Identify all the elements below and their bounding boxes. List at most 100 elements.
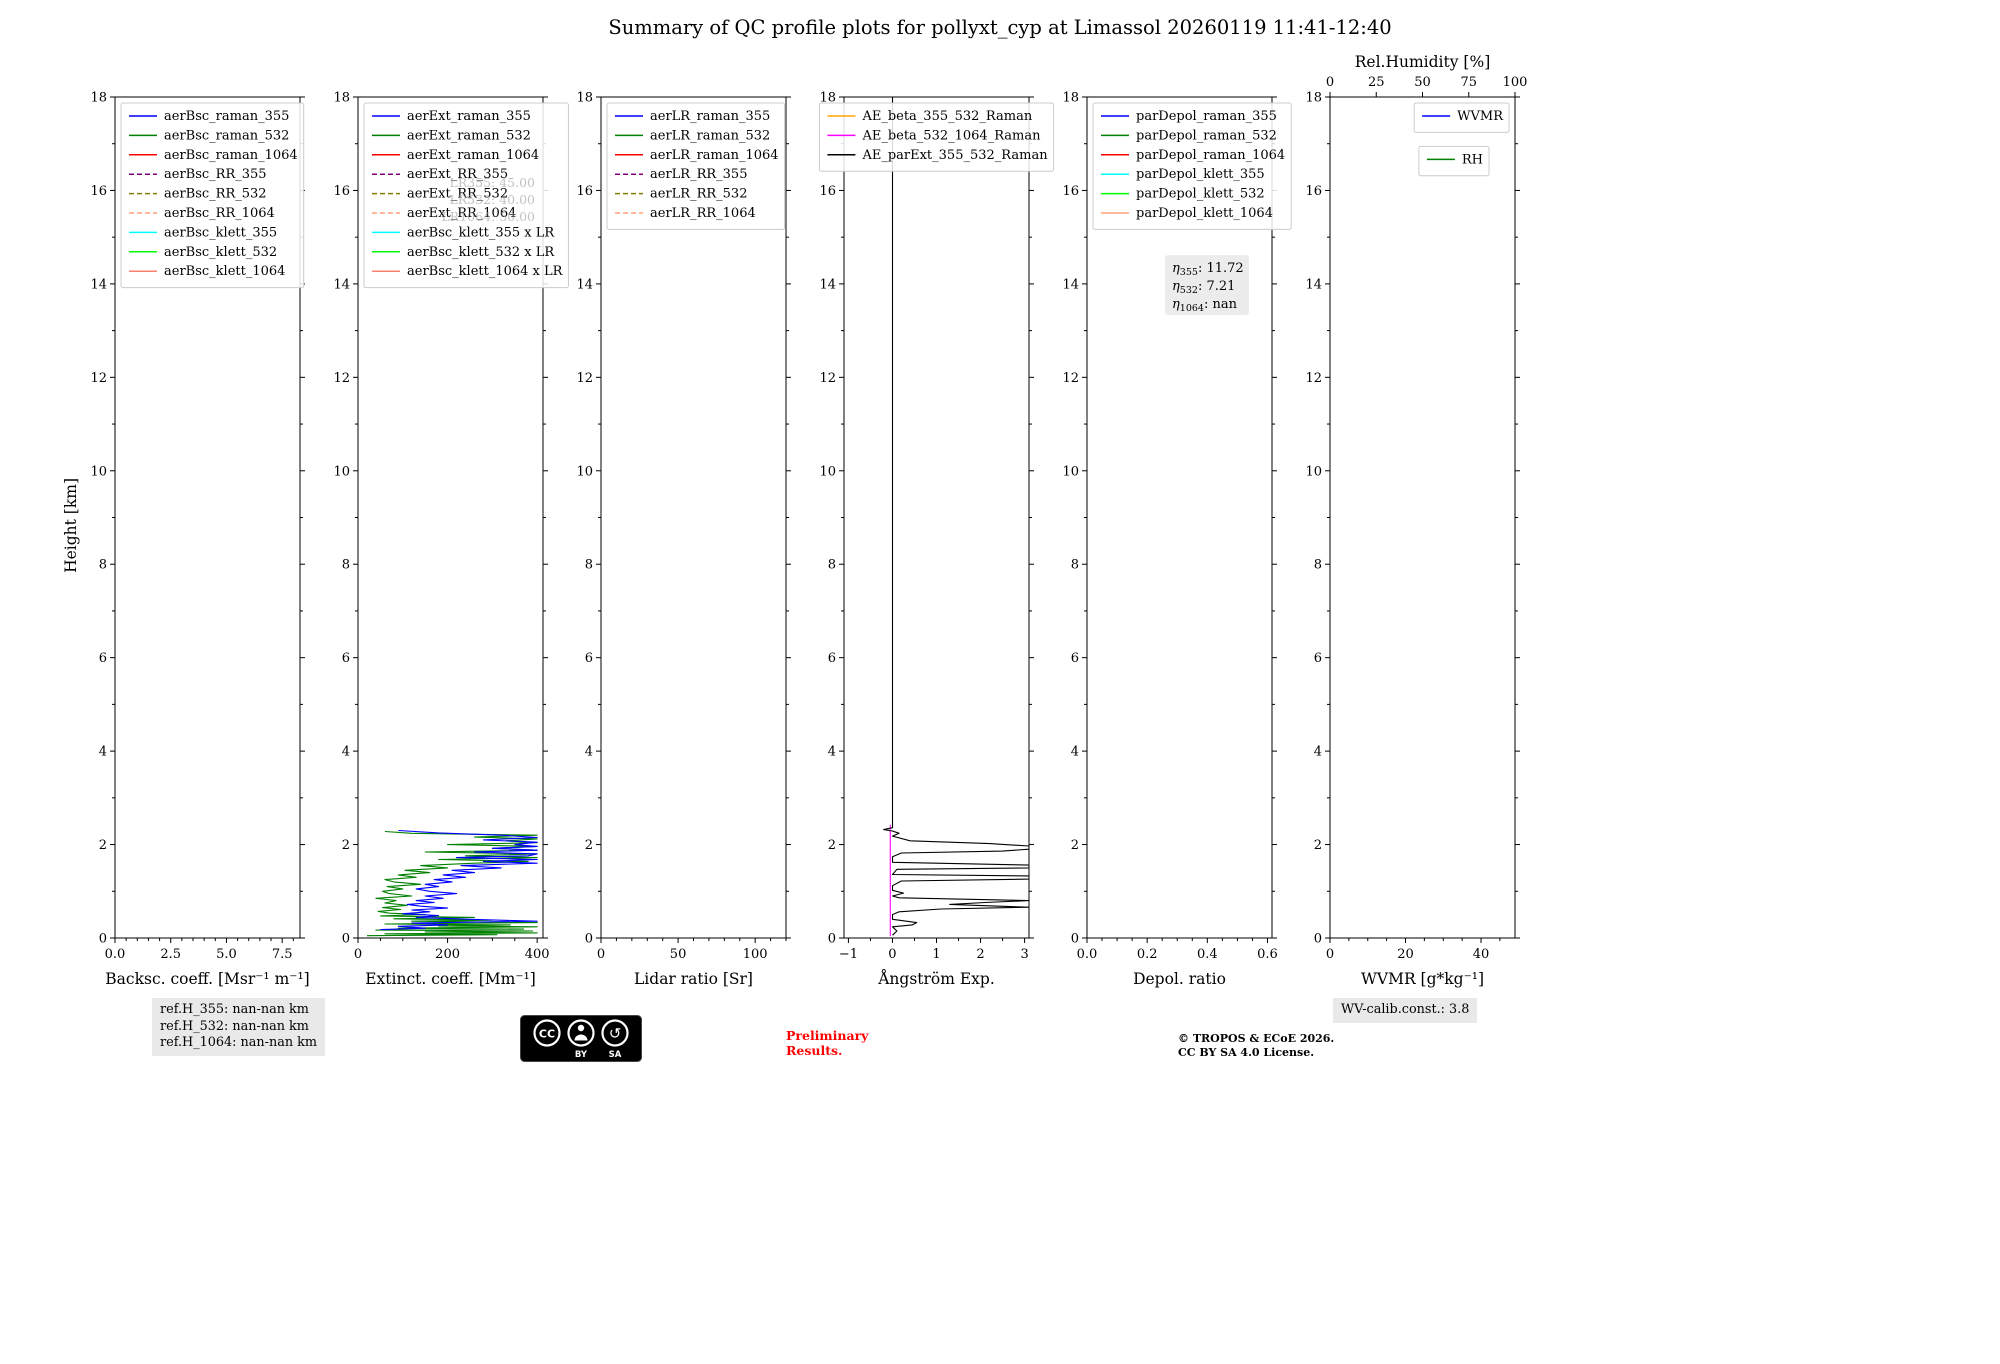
svg-text:2.5: 2.5 xyxy=(160,947,181,962)
svg-text:8: 8 xyxy=(828,558,836,573)
svg-text:8: 8 xyxy=(585,558,593,573)
x-axis-label: Extinct. coeff. [Mm⁻¹] xyxy=(365,970,536,988)
legend-label: aerLR_raman_1064 xyxy=(650,148,779,163)
legend-label: aerExt_raman_355 xyxy=(407,109,531,124)
svg-text:2: 2 xyxy=(99,838,107,853)
panel-wvmr: 0 2 4 6 8 10 12 14 16 18 0 20 40 0 25 50 75 100 WVMR [g*kg… xyxy=(1305,53,1527,988)
legend-label: aerBsc_RR_355 xyxy=(164,167,267,182)
svg-text:10: 10 xyxy=(333,464,350,479)
svg-text:4: 4 xyxy=(828,745,836,760)
svg-text:18: 18 xyxy=(819,91,836,106)
legend: RH xyxy=(1418,145,1490,177)
svg-text:14: 14 xyxy=(1305,277,1322,292)
svg-text:16: 16 xyxy=(819,184,836,199)
top-axis-label: Rel.Humidity [%] xyxy=(1355,53,1491,71)
panel-depol-ratio: 0 2 4 6 8 10 12 14 16 18 0.0 0.2 0.4 0.6 Depol. ratio p… xyxy=(1062,91,1292,988)
axis-ticks: 0 2 4 6 8 10 12 14 16 18 0.0 2.5 5.0 7.5 xyxy=(90,91,305,962)
ref-h-532: ref.H_532: nan-nan km xyxy=(160,1018,309,1034)
legend-label: aerExt_RR_1064 xyxy=(407,206,516,221)
svg-text:3: 3 xyxy=(1020,947,1028,962)
x-axis-label: Backsc. coeff. [Msr⁻¹ m⁻¹] xyxy=(105,970,309,988)
axis-ticks: 0 2 4 6 8 10 12 14 16 18 0 50 100 xyxy=(576,91,791,962)
copyright-note: © TROPOS & ECoE 2026. CC BY SA 4.0 Licen… xyxy=(1178,1032,1334,1059)
legend-label: aerLR_RR_1064 xyxy=(650,206,756,221)
svg-text:12: 12 xyxy=(819,371,836,386)
legend-label: parDepol_raman_355 xyxy=(1136,109,1277,124)
legend-label: aerLR_raman_355 xyxy=(650,109,770,124)
svg-text:18: 18 xyxy=(333,91,350,106)
svg-text:0: 0 xyxy=(828,932,836,947)
ref-h-1064: ref.H_1064: nan-nan km xyxy=(160,1035,318,1050)
copyright-line-1: © TROPOS & ECoE 2026. xyxy=(1178,1032,1335,1045)
svg-text:14: 14 xyxy=(90,277,107,292)
svg-text:0: 0 xyxy=(342,932,350,947)
reference-height-annotation: ref.H_355: nan-nan km ref.H_532: nan-nan… xyxy=(152,998,326,1056)
legend-label: aerLR_RR_355 xyxy=(650,167,747,182)
svg-text:0: 0 xyxy=(99,932,107,947)
svg-text:18: 18 xyxy=(90,91,107,106)
axes-box xyxy=(1329,96,1516,939)
svg-text:0.0: 0.0 xyxy=(1077,947,1098,962)
panel-extinction: 0 2 4 6 8 10 12 14 16 18 0 200 400 Extinct. coeff. [M… xyxy=(333,91,569,988)
svg-text:6: 6 xyxy=(585,651,593,666)
legend-label: aerBsc_klett_355 xyxy=(164,225,277,240)
legend-label: parDepol_raman_1064 xyxy=(1136,148,1285,163)
svg-text:50: 50 xyxy=(670,947,687,962)
svg-text:η1064: nan: η1064: nan xyxy=(1172,297,1238,314)
svg-text:12: 12 xyxy=(1305,371,1322,386)
legend-label: aerBsc_klett_1064 x LR xyxy=(407,264,564,279)
x-axis-label: WVMR [g*kg⁻¹] xyxy=(1361,970,1484,988)
legend: parDepol_raman_355 parDepol_raman_532 parD… xyxy=(1092,102,1292,230)
person-icon xyxy=(577,1024,585,1032)
preliminary-line-1: Preliminary xyxy=(786,1028,869,1043)
axes-box xyxy=(843,96,1030,939)
legend-label: aerBsc_raman_355 xyxy=(164,109,289,124)
svg-text:0: 0 xyxy=(597,947,605,962)
svg-text:16: 16 xyxy=(90,184,107,199)
legend: aerLR_raman_355 aerLR_raman_532 aerLR_rama… xyxy=(606,102,786,230)
svg-text:100: 100 xyxy=(1503,75,1528,90)
svg-text:4: 4 xyxy=(1071,745,1079,760)
svg-text:−1: −1 xyxy=(839,947,858,962)
svg-text:14: 14 xyxy=(576,277,593,292)
svg-text:4: 4 xyxy=(1314,745,1322,760)
legend-label: WVMR xyxy=(1457,109,1504,124)
svg-text:18: 18 xyxy=(1062,91,1079,106)
svg-text:4: 4 xyxy=(585,745,593,760)
x-axis-label: Lidar ratio [Sr] xyxy=(634,970,753,988)
legend-label: aerBsc_klett_1064 xyxy=(164,264,285,279)
legend: AE_beta_355_532_Raman AE_beta_532_1064_Ra… xyxy=(818,102,1055,172)
legend-label: aerLR_RR_532 xyxy=(650,187,747,202)
svg-text:1: 1 xyxy=(932,947,940,962)
svg-text:0.0: 0.0 xyxy=(105,947,126,962)
legend-label: parDepol_klett_1064 xyxy=(1136,206,1273,221)
legend-label: parDepol_klett_532 xyxy=(1136,187,1265,202)
legend-label: parDepol_klett_355 xyxy=(1136,167,1265,182)
svg-text:14: 14 xyxy=(1062,277,1079,292)
legend-label: aerLR_raman_532 xyxy=(650,128,770,143)
svg-text:0: 0 xyxy=(585,932,593,947)
svg-text:η355: 11.72: η355: 11.72 xyxy=(1172,261,1244,278)
svg-text:8: 8 xyxy=(342,558,350,573)
svg-text:8: 8 xyxy=(1071,558,1079,573)
svg-text:8: 8 xyxy=(99,558,107,573)
svg-text:75: 75 xyxy=(1460,75,1477,90)
share-alike-arrow-icon: ↺ xyxy=(609,1025,622,1043)
klett-lr-annotation: LR355: 45.00 xyxy=(449,175,535,190)
svg-text:16: 16 xyxy=(1062,184,1079,199)
svg-text:10: 10 xyxy=(1062,464,1079,479)
svg-text:8: 8 xyxy=(1314,558,1322,573)
svg-text:0.6: 0.6 xyxy=(1257,947,1278,962)
legend-label: aerExt_raman_532 xyxy=(407,128,531,143)
preliminary-results-note: Preliminary Results. xyxy=(786,1028,868,1058)
axis-ticks: 0 2 4 6 8 10 12 14 16 18 0.0 0.2 0.4 0.6 xyxy=(1062,91,1277,963)
klett-lr-annotation: LR532: 40.00 xyxy=(449,192,535,207)
svg-text:10: 10 xyxy=(1305,464,1322,479)
svg-text:6: 6 xyxy=(1071,651,1079,666)
klett-lr-annotation: LR1064: 50.00 xyxy=(442,209,536,224)
legend-label: AE_beta_532_1064_Raman xyxy=(861,128,1041,143)
svg-text:12: 12 xyxy=(333,371,350,386)
svg-text:16: 16 xyxy=(576,184,593,199)
